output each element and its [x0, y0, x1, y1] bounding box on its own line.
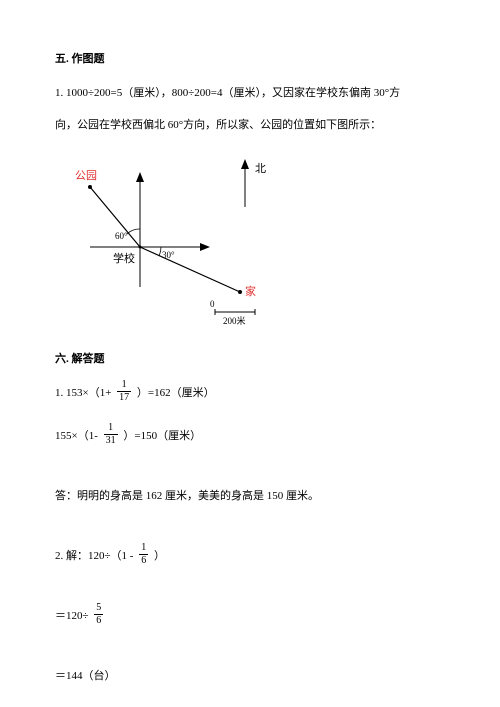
q6-1-line2-post: ）=150（厘米）: [123, 430, 201, 442]
q6-1-answer: 答：明明的身高是 162 厘米，美美的身高是 150 厘米。: [55, 484, 445, 508]
frac-den: 6: [139, 555, 148, 566]
q6-2-line2: ＝120÷ 5 6: [55, 604, 445, 628]
frac-den: 17: [117, 392, 131, 403]
diagram: 北 60° 30° 公园 学校 家 0 200米: [75, 147, 445, 330]
scale-label: 200米: [223, 315, 246, 326]
q6-2-line3: ＝144（台）: [55, 664, 445, 688]
frac-num: 5: [94, 603, 103, 615]
frac-num: 1: [117, 380, 131, 392]
q6-2-line2-pre: ＝120÷: [55, 610, 89, 622]
q6-2-line1: 2. 解：120÷（1 - 1 6 ）: [55, 544, 445, 568]
school-label: 学校: [113, 251, 135, 265]
fraction-1-17: 1 17: [117, 380, 131, 403]
north-label: 北: [255, 162, 266, 175]
frac-num: 1: [139, 543, 148, 555]
frac-den: 6: [94, 615, 103, 626]
park-label: 公园: [75, 169, 97, 182]
section5-title: 五. 作图题: [55, 50, 445, 66]
home-label: 家: [245, 284, 256, 298]
compass-diagram-svg: 北 60° 30° 公园 学校 家 0 200米: [75, 147, 305, 327]
q5-1-line1: 1. 1000÷200=5（厘米），800÷200=4（厘米），又因家在学校东偏…: [55, 81, 445, 105]
q5-1-line2: 向，公园在学校西偏北 60°方向，所以家、公园的位置如下图所示：: [55, 113, 445, 137]
q6-1-line2-pre: 155×（1-: [55, 430, 98, 442]
angle-30: 30°: [162, 250, 175, 260]
q6-1-line2: 155×（1- 1 31 ）=150（厘米）: [55, 424, 445, 448]
scale-zero: 0: [210, 299, 215, 309]
q6-2-line1-pre: 2. 解：120÷（1 -: [55, 550, 133, 562]
line-to-home: [140, 247, 240, 292]
section6-title: 六. 解答题: [55, 350, 445, 366]
fraction-1-6: 1 6: [139, 543, 148, 566]
frac-den: 31: [104, 435, 118, 446]
q6-1-line1: 1. 153×（1+ 1 17 ）=162（厘米）: [55, 381, 445, 405]
angle-60: 60°: [115, 231, 128, 241]
q6-2-line1-post: ）: [154, 550, 165, 562]
fraction-1-31: 1 31: [104, 423, 118, 446]
q6-1-line1-pre: 1. 153×（1+: [55, 387, 111, 399]
q6-1-line1-post: ）=162（厘米）: [137, 387, 215, 399]
frac-num: 1: [104, 423, 118, 435]
fraction-5-6: 5 6: [94, 603, 103, 626]
